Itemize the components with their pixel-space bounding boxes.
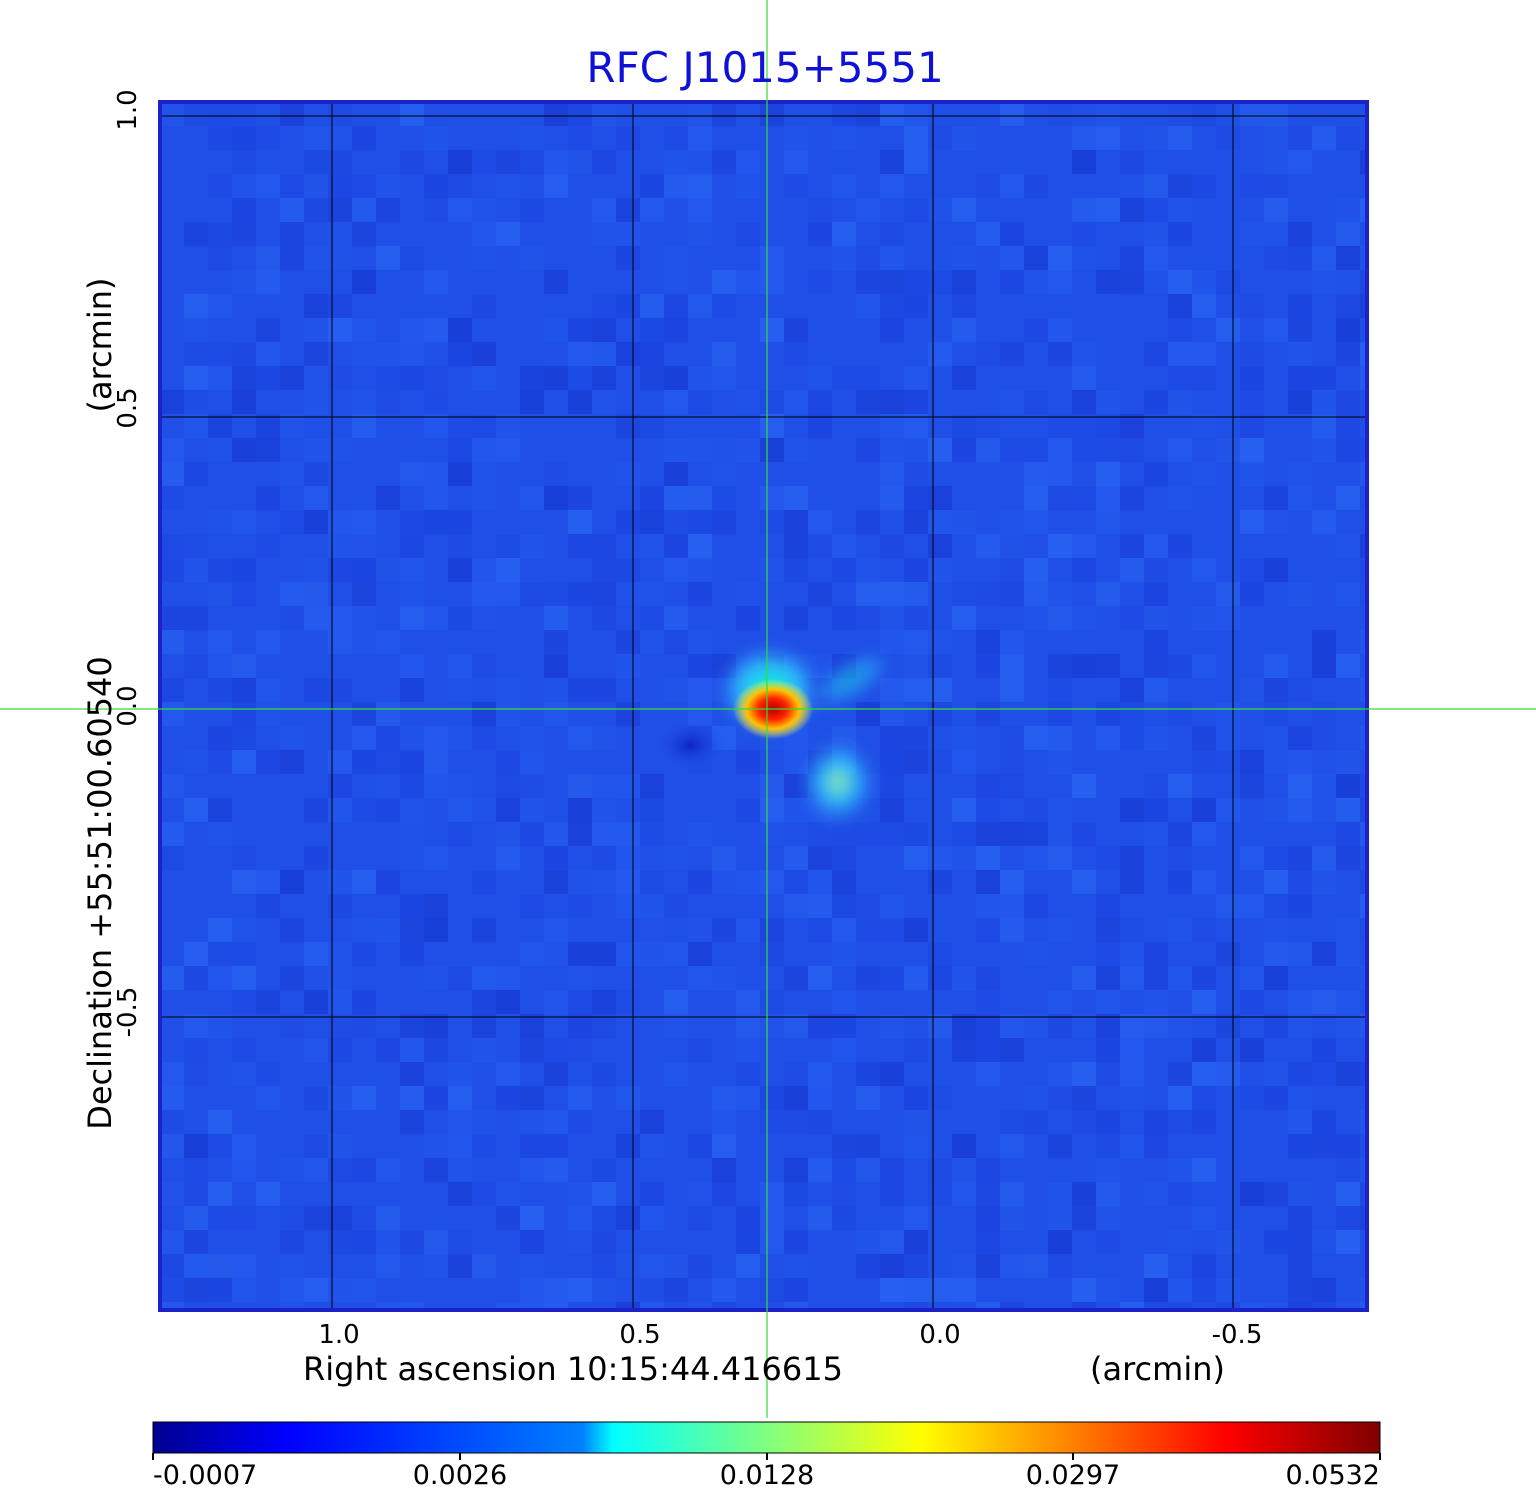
colorbar-ticks <box>152 1453 1381 1460</box>
noise-texture <box>160 102 1367 1310</box>
colorbar-label: 0.0128 <box>719 1460 815 1491</box>
x-tick-label: 0.5 <box>619 1320 661 1350</box>
x-tick-label: 0.0 <box>919 1320 961 1350</box>
y-tick-label: 1.0 <box>113 89 143 131</box>
plot-frame <box>158 100 1369 1312</box>
colorbar-label: 0.0297 <box>1025 1460 1121 1491</box>
colorbar-label: 0.0532 <box>1285 1460 1380 1491</box>
x-axis-label: Right ascension 10:15:44.416615 <box>303 1350 843 1388</box>
y-axis-label: Declination +55:51:00.60540 <box>81 656 119 1130</box>
diffuse-arm-ne <box>805 648 895 712</box>
colorbar-label: 0.0026 <box>412 1460 508 1491</box>
colorbar-label: -0.0007 <box>153 1460 258 1491</box>
x-tick-label: 1.0 <box>318 1320 360 1350</box>
plot-title: RFC J1015+5551 <box>586 43 944 92</box>
x-tick-label: -0.5 <box>1211 1320 1263 1350</box>
dark-hollow <box>655 720 725 770</box>
southeast-lobe <box>798 736 878 828</box>
x-axis-unit: (arcmin) <box>1090 1350 1225 1388</box>
radio-source <box>655 642 895 828</box>
y-axis-unit: (arcmin) <box>81 277 119 413</box>
colorbar <box>152 1421 1381 1454</box>
